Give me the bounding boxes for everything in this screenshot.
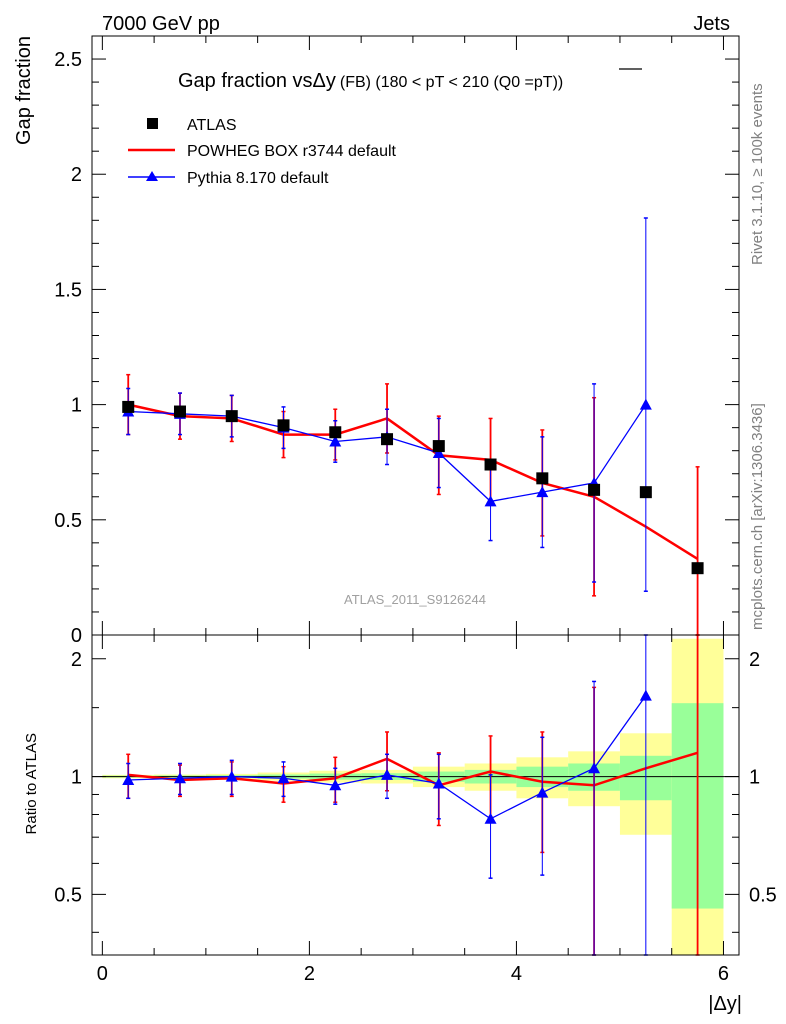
main-ytick-label: 0.5 xyxy=(54,510,82,532)
ratio-panel: 0.5 0.5 1 1 2 2 0 2 4 6 xyxy=(54,634,777,985)
atlas-data-point xyxy=(588,483,601,496)
atlas-data-point xyxy=(173,405,186,418)
main-ytick-label: 2 xyxy=(71,164,82,186)
pythia-point xyxy=(432,777,445,789)
pythia-point xyxy=(639,398,652,410)
ratio-ytick-label: 2 xyxy=(71,649,82,671)
plot-title: Gap fraction vsΔy (FB) (180 < pT < 210 (Q… xyxy=(178,70,563,92)
ratio-xtick-label: 4 xyxy=(511,963,522,985)
atlas-data-point xyxy=(277,419,290,432)
pythia-point xyxy=(277,772,290,784)
ratio-ytick-label: 1 xyxy=(71,767,82,789)
pythia-point xyxy=(639,689,652,701)
atlas-data-point xyxy=(691,562,704,575)
legend-pythia-marker xyxy=(146,171,158,181)
title-sub: (FB) (180 < pT < 210 (Q0 = xyxy=(340,74,534,91)
pythia-point xyxy=(484,812,497,824)
atlas-data-point xyxy=(122,400,135,413)
main-ytick-label: 0 xyxy=(71,625,82,647)
atlas-data-point xyxy=(639,486,652,499)
ratio-ytick-label-right: 0.5 xyxy=(749,884,777,906)
pythia-point xyxy=(588,762,601,774)
pythia-point xyxy=(484,495,497,507)
atlas-data-point xyxy=(329,426,342,439)
legend-pythia-label: Pythia 8.170 default xyxy=(187,170,329,187)
pythia-point xyxy=(536,786,549,798)
atlas-data-point xyxy=(484,458,497,471)
analysis-watermark: ATLAS_2011_S9126244 xyxy=(344,592,486,607)
rivet-label: Rivet 3.1.10, ≥ 100k events xyxy=(749,83,766,265)
mcplots-label: mcplots.cern.ch [arXiv:1306.3436] xyxy=(749,403,766,630)
pythia-point xyxy=(381,768,394,780)
ratio-xlabel: |Δy| xyxy=(708,993,742,1015)
main-ytick-label: 1 xyxy=(71,395,82,417)
legend-atlas-label: ATLAS xyxy=(187,117,237,134)
pythia-point xyxy=(225,770,238,782)
pythia-point xyxy=(173,772,186,784)
title-pt: pT xyxy=(534,74,553,91)
header-right: Jets xyxy=(693,13,730,35)
ratio-xtick-label: 0 xyxy=(97,963,108,985)
main-ylabel: Gap fraction xyxy=(13,36,35,145)
atlas-data-point xyxy=(432,440,445,453)
ratio-frame xyxy=(91,634,740,956)
ratio-ytick-label: 0.5 xyxy=(54,884,82,906)
ratio-xtick-label: 6 xyxy=(718,963,729,985)
pythia-point xyxy=(329,779,342,791)
main-ytick-label: 1.5 xyxy=(54,279,82,301)
atlas-data-point xyxy=(225,410,238,423)
atlas-data-point xyxy=(381,433,394,446)
legend-atlas-marker xyxy=(147,118,158,129)
powheg-line xyxy=(128,751,698,787)
legend-powheg-label: POWHEG BOX r3744 default xyxy=(187,143,397,160)
powheg-line xyxy=(127,403,699,561)
pythia-point xyxy=(536,486,549,498)
title-main: Gap fraction vsΔy xyxy=(178,70,336,92)
ratio-ylabel: Ratio to ATLAS xyxy=(23,733,40,834)
ratio-xtick-label: 2 xyxy=(304,963,315,985)
atlas-data-point xyxy=(536,472,549,485)
ratio-ytick-label-right: 1 xyxy=(749,767,760,789)
pythia-point xyxy=(432,446,445,458)
main-ytick-label: 2.5 xyxy=(54,49,82,71)
header-left: 7000 GeV pp xyxy=(102,13,220,35)
title-end: )) xyxy=(553,74,564,91)
main-panel: ATLAS_2011_S9126244 0 0.5 1 1.5 2 2.5 Gap fra… xyxy=(54,35,740,647)
legend: ATLAS POWHEG BOX r3744 default Pythia 8.… xyxy=(128,117,397,187)
pythia-point xyxy=(122,773,135,785)
pythia-point xyxy=(329,435,342,447)
ratio-ytick-label-right: 2 xyxy=(749,649,760,671)
